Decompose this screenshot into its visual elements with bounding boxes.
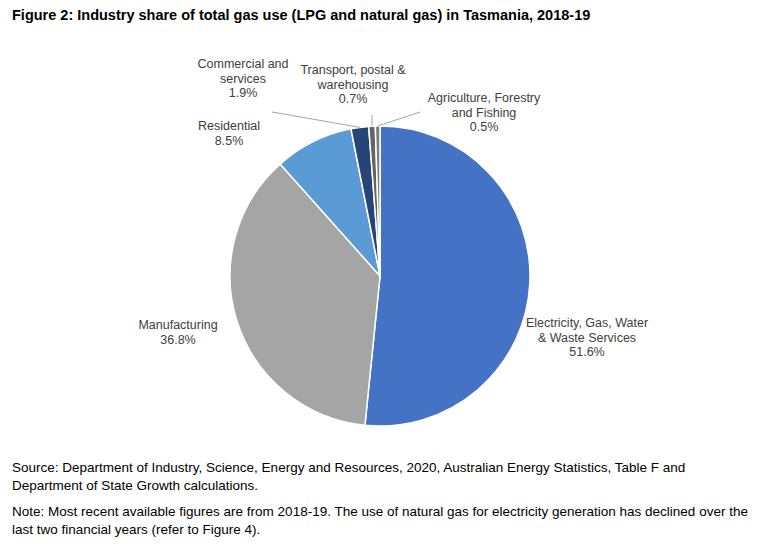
title: Figure 2: Industry share of total gas us… <box>12 7 590 23</box>
labels: Electricity, Gas, Water& Waste Services5… <box>138 57 648 359</box>
category-label: Manufacturing <box>138 318 217 332</box>
leader-line <box>371 115 372 126</box>
category-label: Agriculture, Forestryand Fishing <box>428 91 541 120</box>
value-label: 1.9% <box>229 86 258 100</box>
category-label: Transport, postal &warehousing <box>300 63 406 92</box>
value-label: 51.6% <box>569 345 604 359</box>
slice <box>369 126 380 276</box>
value-label: 8.5% <box>215 134 244 148</box>
category-label: Residential <box>198 119 260 133</box>
annotation: Source: Department of Industry, Science,… <box>12 459 757 495</box>
slices <box>230 126 530 426</box>
annotation: Note: Most recent available figures are … <box>12 503 757 539</box>
slice <box>375 126 380 276</box>
value-label: 0.7% <box>339 92 368 106</box>
category-label: Electricity, Gas, Water& Waste Services <box>526 316 648 345</box>
slice <box>365 126 530 426</box>
leader-line <box>272 112 360 127</box>
slice <box>351 126 380 276</box>
value-label: 0.5% <box>470 120 499 134</box>
value-label: 36.8% <box>160 333 195 347</box>
category-label: Commercial andservices <box>197 57 288 86</box>
leader-line <box>378 112 420 126</box>
